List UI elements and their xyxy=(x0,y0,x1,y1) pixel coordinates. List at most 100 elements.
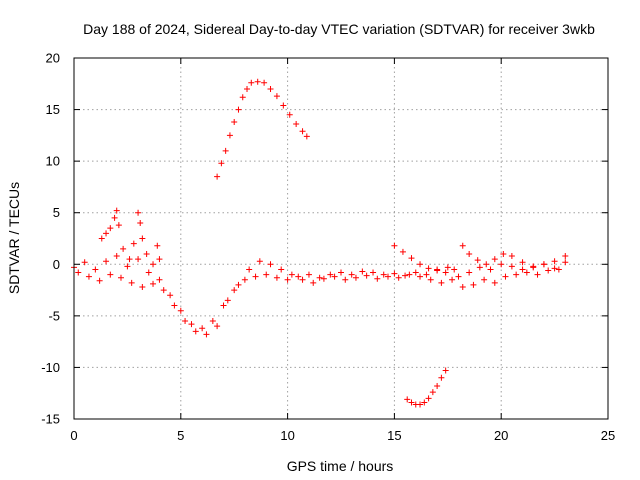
data-point xyxy=(278,266,285,273)
data-point xyxy=(466,250,473,257)
data-point xyxy=(107,225,114,232)
data-point xyxy=(171,302,178,309)
data-point xyxy=(508,263,515,270)
data-point xyxy=(192,328,199,335)
data-point xyxy=(209,318,216,325)
data-point xyxy=(111,214,118,221)
data-point xyxy=(167,292,174,299)
data-point xyxy=(434,267,441,274)
data-point xyxy=(154,242,161,249)
data-point xyxy=(256,258,263,265)
data-point xyxy=(244,85,251,92)
data-point xyxy=(545,267,552,274)
data-point xyxy=(293,121,300,128)
y-tick-label: 10 xyxy=(46,154,60,169)
chart-title: Day 188 of 2024, Sidereal Day-to-day VTE… xyxy=(83,21,595,37)
data-point xyxy=(417,261,424,268)
data-point xyxy=(352,274,359,281)
data-point xyxy=(288,271,295,278)
data-point xyxy=(103,230,110,237)
data-point xyxy=(117,274,124,281)
y-tick-label: 0 xyxy=(53,257,60,272)
data-point xyxy=(380,271,387,278)
data-point xyxy=(404,396,411,403)
data-point xyxy=(502,273,509,280)
data-point xyxy=(224,297,231,304)
data-point xyxy=(115,222,122,229)
data-point xyxy=(182,318,189,325)
y-axis-label: SDTVAR / TECUs xyxy=(6,182,22,294)
data-point xyxy=(408,399,415,406)
data-point xyxy=(273,93,280,100)
data-point xyxy=(449,276,456,283)
data-point xyxy=(519,266,526,273)
data-point xyxy=(222,147,229,154)
plot-frame xyxy=(73,57,609,420)
data-point xyxy=(423,271,430,278)
data-point xyxy=(555,266,562,273)
series-arc-main-b xyxy=(75,258,562,338)
data-point xyxy=(327,271,334,278)
data-point xyxy=(338,269,344,276)
data-point xyxy=(395,274,402,281)
data-point xyxy=(254,78,261,85)
data-point xyxy=(562,253,569,260)
data-point xyxy=(150,261,157,268)
data-point xyxy=(370,269,377,276)
data-point xyxy=(399,248,406,255)
x-tick-label: 25 xyxy=(601,428,615,443)
data-point xyxy=(246,266,253,273)
data-point xyxy=(391,242,398,249)
data-point xyxy=(241,276,248,283)
data-point xyxy=(425,395,432,402)
data-point xyxy=(500,250,507,257)
data-point xyxy=(231,118,238,125)
data-point xyxy=(374,275,381,282)
data-point xyxy=(103,258,110,265)
data-point xyxy=(540,261,547,268)
data-point xyxy=(107,271,114,278)
data-point xyxy=(248,79,255,86)
data-point xyxy=(303,133,310,140)
data-point xyxy=(459,242,466,249)
data-point xyxy=(466,269,473,276)
data-point xyxy=(75,269,82,276)
data-point xyxy=(534,271,541,278)
data-point xyxy=(429,389,436,396)
data-point xyxy=(239,94,246,101)
data-point xyxy=(156,276,163,283)
data-point xyxy=(487,266,494,273)
data-point xyxy=(551,265,558,272)
data-point xyxy=(342,276,349,283)
data-point xyxy=(135,209,142,216)
data-point xyxy=(143,250,150,257)
data-point xyxy=(348,271,355,278)
x-tick-label: 5 xyxy=(177,428,184,443)
data-point xyxy=(135,256,142,263)
data-point xyxy=(402,272,409,279)
data-point xyxy=(214,323,221,330)
data-point xyxy=(218,160,225,167)
data-point xyxy=(391,270,398,277)
data-point xyxy=(562,259,569,266)
data-point xyxy=(406,271,413,278)
data-point xyxy=(156,256,163,263)
data-point xyxy=(498,261,505,268)
y-tick-label: -5 xyxy=(48,308,60,323)
data-point xyxy=(438,279,445,286)
data-point xyxy=(231,287,238,294)
data-point xyxy=(220,302,227,309)
data-point xyxy=(113,253,120,260)
data-point xyxy=(316,274,323,281)
data-point xyxy=(286,111,293,118)
data-point xyxy=(98,235,105,242)
data-point xyxy=(481,276,488,283)
series-arc-mid-upper xyxy=(391,242,569,276)
data-point xyxy=(124,263,131,270)
data-point xyxy=(421,399,428,406)
x-tick-label: 20 xyxy=(494,428,508,443)
data-point xyxy=(295,273,302,280)
data-point xyxy=(199,325,206,332)
data-point xyxy=(470,281,477,288)
